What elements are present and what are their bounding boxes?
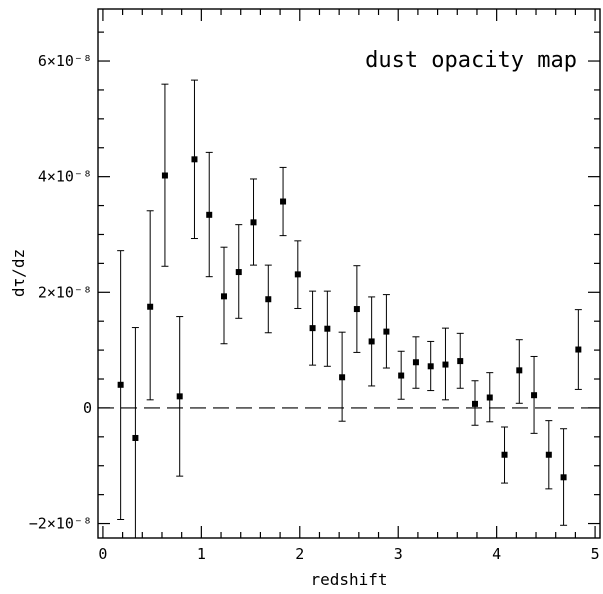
data-point xyxy=(235,269,242,276)
y-tick-label: 4×10⁻⁸ xyxy=(38,168,92,186)
data-point xyxy=(560,474,567,481)
y-axis-label: dτ/dz xyxy=(9,249,28,297)
y-tick-labels: −2×10⁻⁸ 0 2×10⁻⁸ 4×10⁻⁸ 6×10⁻⁸ xyxy=(29,52,92,533)
y-tick-label: −2×10⁻⁸ xyxy=(29,515,92,533)
data-point xyxy=(412,359,419,366)
data-point xyxy=(442,361,449,368)
axis-ticks xyxy=(98,9,600,538)
x-tick-label: 5 xyxy=(591,545,600,563)
data-point xyxy=(339,374,346,381)
data-point xyxy=(191,156,198,163)
y-tick-label: 2×10⁻⁸ xyxy=(38,283,92,301)
y-tick-label: 0 xyxy=(83,399,92,417)
data-point xyxy=(147,303,154,310)
x-axis-label: redshift xyxy=(310,570,387,589)
data-point xyxy=(206,211,213,218)
data-point xyxy=(220,293,227,300)
data-point xyxy=(265,296,272,303)
data-point xyxy=(501,451,508,458)
x-tick-label: 1 xyxy=(197,545,206,563)
data-point xyxy=(280,198,287,205)
chart-title: dust opacity map xyxy=(365,48,577,73)
data-point xyxy=(516,367,523,374)
data-point xyxy=(427,363,434,370)
data-point xyxy=(457,358,464,365)
x-tick-labels: 0 1 2 3 4 5 xyxy=(98,545,599,563)
data-point xyxy=(545,451,552,458)
data-point xyxy=(309,325,316,332)
data-point xyxy=(324,325,331,332)
plot-frame xyxy=(97,8,601,539)
x-tick-label: 4 xyxy=(492,545,501,563)
data-point xyxy=(575,346,582,353)
data-point xyxy=(132,434,139,441)
data-point xyxy=(161,172,168,179)
x-tick-label: 3 xyxy=(394,545,403,563)
data-point xyxy=(398,372,405,379)
data-point xyxy=(176,393,183,400)
data-point xyxy=(353,306,360,313)
data-point xyxy=(486,394,493,401)
data-point xyxy=(471,400,478,407)
data-point xyxy=(117,381,124,388)
data-point xyxy=(250,219,257,226)
data-point xyxy=(368,338,375,345)
y-tick-label: 6×10⁻⁸ xyxy=(38,52,92,70)
data-point xyxy=(294,271,301,278)
error-bar xyxy=(131,327,139,538)
x-tick-label: 0 xyxy=(98,545,107,563)
data-point xyxy=(531,392,538,399)
error-bars xyxy=(117,79,582,538)
data-markers xyxy=(117,156,582,481)
data-point xyxy=(383,328,390,335)
x-tick-label: 2 xyxy=(295,545,304,563)
